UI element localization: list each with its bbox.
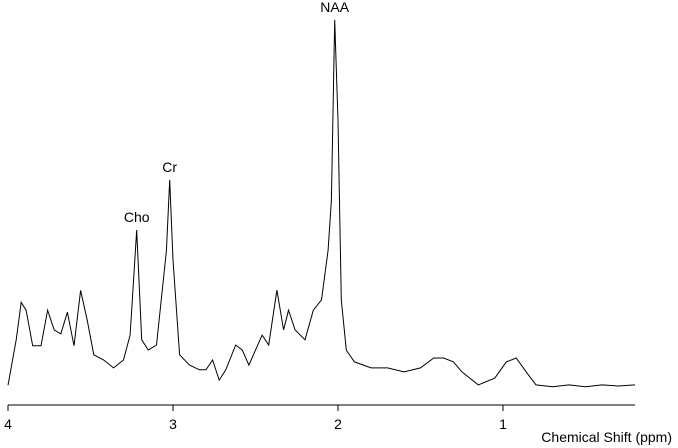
peak-label: Cr [162, 159, 177, 175]
x-tick-label: 4 [4, 416, 12, 432]
x-tick-label: 3 [169, 416, 177, 432]
x-axis-label: Chemical Shift (ppm) [541, 429, 672, 445]
peak-label: Cho [124, 209, 150, 225]
x-tick-label: 1 [499, 416, 507, 432]
peak-label: NAA [320, 0, 349, 15]
spectrum-line [7, 19, 636, 388]
x-tick-label: 2 [334, 416, 342, 432]
